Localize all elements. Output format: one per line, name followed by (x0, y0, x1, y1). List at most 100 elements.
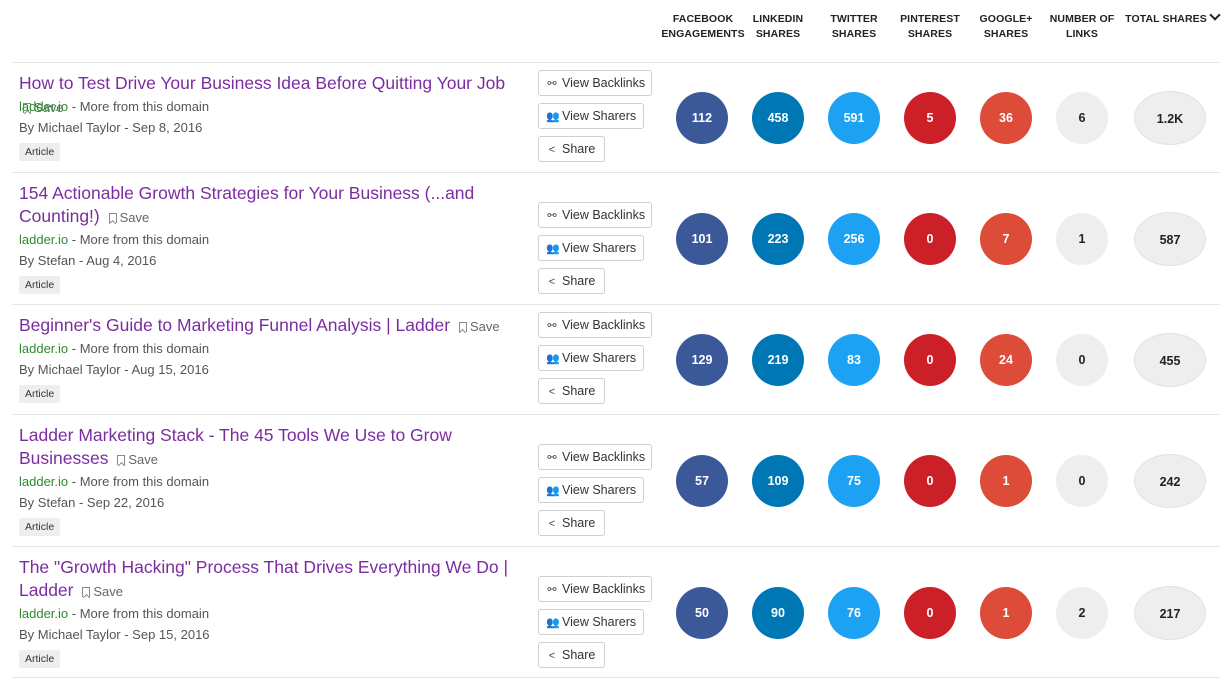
twitter-shares-count: 76 (828, 587, 880, 639)
domain-line: ladder.io - More from this domain (19, 606, 209, 621)
share-icon: < (548, 276, 556, 288)
column-header-line: SHARES (907, 28, 953, 40)
share-button[interactable]: < Share (538, 642, 605, 668)
share-icon: < (548, 518, 556, 530)
link-icon: ⚯ (547, 584, 557, 596)
column-header-pinterest[interactable]: PINTEREST SHARES (885, 12, 975, 42)
save-button[interactable]: Save (113, 452, 158, 467)
view-sharers-button[interactable]: 👥 View Sharers (538, 345, 644, 371)
button-label: View Backlinks (562, 582, 646, 596)
domain-link[interactable]: ladder.io (19, 99, 69, 114)
table-row: Ladder Marketing Stack - The 45 Tools We… (12, 414, 1220, 546)
content-type-badge: Article (19, 276, 61, 294)
button-label: Share (562, 274, 596, 288)
bookmark-icon (82, 587, 91, 597)
share-button[interactable]: < Share (538, 136, 605, 162)
column-header-line: LINKS (1066, 28, 1098, 40)
article-title-link[interactable]: Beginner's Guide to Marketing Funnel Ana… (19, 315, 451, 335)
button-label: View Sharers (562, 241, 637, 255)
link-icon: ⚯ (547, 210, 557, 222)
column-header-total-shares[interactable]: TOTAL SHARES (1122, 9, 1222, 27)
button-label: View Sharers (562, 483, 637, 497)
button-label: Share (562, 142, 596, 156)
users-icon: 👥 (546, 111, 560, 123)
pinterest-shares-count: 0 (904, 213, 956, 265)
more-from-domain-link[interactable]: - More from this domain (71, 606, 210, 621)
view-sharers-button[interactable]: 👥 View Sharers (538, 477, 644, 503)
link-icon: ⚯ (547, 78, 557, 90)
button-label: Share (562, 648, 596, 662)
googleplus-shares-count: 7 (980, 213, 1032, 265)
view-sharers-button[interactable]: 👥 View Sharers (538, 103, 644, 129)
view-backlinks-button[interactable]: ⚯ View Backlinks (538, 202, 652, 228)
column-header-facebook[interactable]: FACEBOOK ENGAGEMENTS (658, 12, 748, 42)
domain-link[interactable]: ladder.io (19, 232, 69, 247)
button-label: View Sharers (562, 109, 637, 123)
button-label: Share (562, 516, 596, 530)
googleplus-shares-count: 1 (980, 455, 1032, 507)
button-label: View Sharers (562, 351, 637, 365)
facebook-engagements-count: 50 (676, 587, 728, 639)
domain-link[interactable]: ladder.io (19, 606, 69, 621)
pinterest-shares-count: 5 (904, 92, 956, 144)
save-button[interactable]: Save (455, 319, 500, 334)
view-backlinks-button[interactable]: ⚯ View Backlinks (538, 576, 652, 602)
column-header-twitter[interactable]: TWITTER SHARES (809, 12, 899, 42)
column-header-line: TOTAL SHARES (1122, 9, 1222, 27)
more-from-domain-link[interactable]: - More from this domain (71, 99, 210, 114)
view-sharers-button[interactable]: 👥 View Sharers (538, 235, 644, 261)
linkedin-shares-count: 109 (752, 455, 804, 507)
column-header-links[interactable]: NUMBER OF LINKS (1037, 12, 1127, 42)
share-button[interactable]: < Share (538, 510, 605, 536)
domain-link[interactable]: ladder.io (19, 341, 69, 356)
button-label: View Sharers (562, 615, 637, 629)
view-sharers-button[interactable]: 👥 View Sharers (538, 609, 644, 635)
share-icon: < (548, 650, 556, 662)
button-label: View Backlinks (562, 208, 646, 222)
column-header-googleplus[interactable]: GOOGLE+ SHARES (961, 12, 1051, 42)
share-button[interactable]: < Share (538, 378, 605, 404)
column-header-line: ENGAGEMENTS (661, 28, 745, 40)
chevron-down-icon (1209, 9, 1221, 21)
users-icon: 👥 (546, 485, 560, 497)
table-row: 154 Actionable Growth Strategies for You… (12, 172, 1220, 304)
share-icon: < (548, 144, 556, 156)
view-backlinks-button[interactable]: ⚯ View Backlinks (538, 70, 652, 96)
article-title: How to Test Drive Your Business Idea Bef… (19, 72, 529, 119)
column-header-linkedin[interactable]: LINKEDIN SHARES (733, 12, 823, 42)
article-title-link[interactable]: How to Test Drive Your Business Idea Bef… (19, 73, 506, 93)
domain-line: ladder.io - More from this domain (19, 99, 209, 114)
facebook-engagements-count: 112 (676, 92, 728, 144)
save-label: Save (469, 319, 500, 334)
more-from-domain-link[interactable]: - More from this domain (71, 232, 210, 247)
view-backlinks-button[interactable]: ⚯ View Backlinks (538, 312, 652, 338)
number-of-links-count: 6 (1056, 92, 1108, 144)
article-title-link[interactable]: Ladder Marketing Stack - The 45 Tools We… (19, 425, 452, 468)
number-of-links-count: 2 (1056, 587, 1108, 639)
link-icon: ⚯ (547, 452, 557, 464)
share-icon: < (548, 386, 556, 398)
more-from-domain-link[interactable]: - More from this domain (71, 341, 210, 356)
article-title-link[interactable]: 154 Actionable Growth Strategies for You… (19, 183, 475, 226)
pinterest-shares-count: 0 (904, 587, 956, 639)
column-header-line: SHARES (831, 28, 877, 40)
save-button[interactable]: Save (19, 100, 64, 115)
domain-link[interactable]: ladder.io (19, 474, 69, 489)
total-shares-count: 587 (1134, 212, 1206, 266)
table-row: Beginner's Guide to Marketing Funnel Ana… (12, 304, 1220, 414)
content-type-badge: Article (19, 143, 61, 161)
facebook-engagements-count: 129 (676, 334, 728, 386)
bookmark-icon (117, 455, 126, 465)
share-button[interactable]: < Share (538, 268, 605, 294)
linkedin-shares-count: 223 (752, 213, 804, 265)
more-from-domain-link[interactable]: - More from this domain (71, 474, 210, 489)
view-backlinks-button[interactable]: ⚯ View Backlinks (538, 444, 652, 470)
save-button[interactable]: Save (78, 584, 123, 599)
article-title-link[interactable]: The "Growth Hacking" Process That Drives… (19, 557, 509, 600)
save-button[interactable]: Save (105, 210, 149, 225)
column-header-line: TWITTER (830, 13, 878, 25)
domain-line: ladder.io - More from this domain (19, 232, 209, 247)
byline: By Michael Taylor - Aug 15, 2016 (19, 362, 209, 377)
linkedin-shares-count: 219 (752, 334, 804, 386)
save-label: Save (93, 584, 124, 599)
